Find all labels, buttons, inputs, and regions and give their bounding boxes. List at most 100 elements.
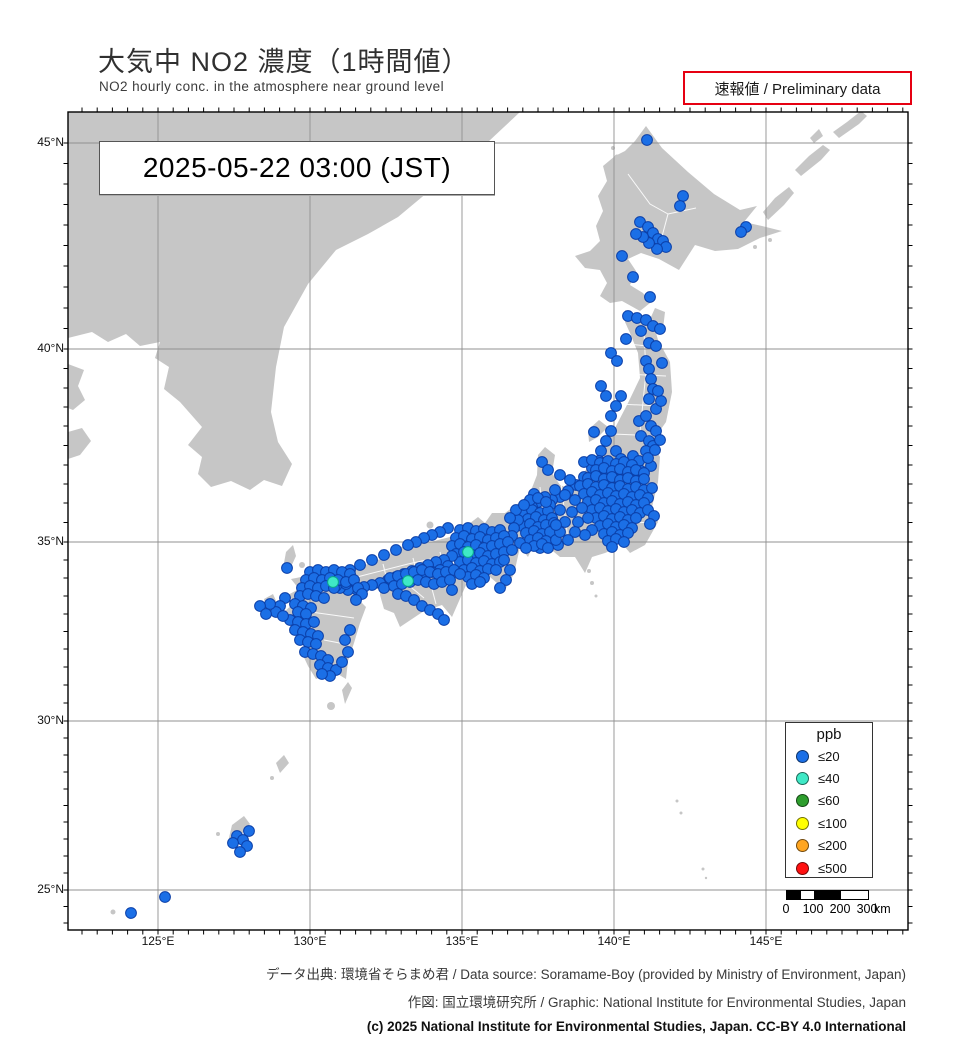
station-dot xyxy=(540,496,552,508)
station-dot xyxy=(606,541,618,553)
station-dot xyxy=(605,425,617,437)
station-dot xyxy=(635,325,647,337)
station-dot xyxy=(308,616,320,628)
scalebar-tick-label: 300 xyxy=(856,902,878,916)
station-dot xyxy=(735,226,747,238)
station-dot xyxy=(504,564,516,576)
legend-entry: ≤500 xyxy=(786,857,872,879)
station-dot xyxy=(310,638,322,650)
station-dot xyxy=(316,668,328,680)
station-dot xyxy=(595,380,607,392)
station-dot xyxy=(390,544,402,556)
station-dot xyxy=(646,482,658,494)
station-dot xyxy=(640,410,652,422)
station-dot xyxy=(651,243,663,255)
station-dot xyxy=(254,600,266,612)
station-dot xyxy=(550,519,562,531)
lat-tick-label: 35°N xyxy=(37,534,64,548)
lon-tick-label: 125°E xyxy=(141,934,175,948)
station-dot xyxy=(572,516,584,528)
scalebar-unit: km xyxy=(874,902,891,916)
station-dot xyxy=(366,554,378,566)
legend-entry: ≤20 xyxy=(786,745,872,767)
legend-swatch-icon xyxy=(796,816,809,830)
station-dot xyxy=(281,562,293,574)
station-dot xyxy=(342,646,354,658)
station-dot xyxy=(605,410,617,422)
scalebar-segment xyxy=(814,891,841,899)
station-dot xyxy=(498,554,510,566)
scalebar: 0 100 200 300 km xyxy=(783,888,906,920)
station-dot xyxy=(620,333,632,345)
legend-swatch-icon xyxy=(796,794,809,808)
legend-entry: ≤60 xyxy=(786,790,872,812)
station-dot xyxy=(627,271,639,283)
station-dot xyxy=(615,390,627,402)
station-dot xyxy=(402,539,414,551)
station-dot xyxy=(650,340,662,352)
station-dot xyxy=(643,363,655,375)
station-dot xyxy=(641,134,653,146)
legend-entry: ≤100 xyxy=(786,812,872,834)
legend-label: ≤40 xyxy=(818,771,840,787)
scalebar-segment xyxy=(800,891,814,899)
station-dot xyxy=(562,534,574,546)
footer-graphic-credit: 作図: 国立環境研究所 / Graphic: National Institut… xyxy=(407,995,906,1010)
preliminary-data-badge: 速報値 / Preliminary data xyxy=(683,71,912,105)
station-dot xyxy=(490,564,502,576)
station-dot xyxy=(500,574,512,586)
station-dot xyxy=(444,574,456,586)
station-dot xyxy=(579,529,591,541)
legend-label: ≤100 xyxy=(818,815,847,831)
legend-rows: ≤20 ≤40 ≤60 ≤100 ≤200 ≤500 xyxy=(786,745,872,879)
station-dot xyxy=(630,512,642,524)
station-dot xyxy=(611,355,623,367)
scalebar-segment xyxy=(787,891,801,899)
station-dot xyxy=(300,608,312,620)
station-dot xyxy=(605,347,617,359)
station-dot xyxy=(655,395,667,407)
legend-swatch-icon xyxy=(796,861,809,875)
scalebar-segment xyxy=(841,891,868,899)
lat-tick-label: 40°N xyxy=(37,341,64,355)
legend-swatch-icon xyxy=(796,749,809,763)
station-dot xyxy=(264,598,276,610)
station-dot xyxy=(277,610,289,622)
station-dot xyxy=(378,582,390,594)
legend-label: ≤200 xyxy=(818,838,847,854)
station-dot xyxy=(645,373,657,385)
station-dot xyxy=(576,502,588,514)
legend-title: ppb xyxy=(816,726,842,743)
station-dot xyxy=(643,393,655,405)
page-subtitle: NO2 hourly conc. in the atmosphere near … xyxy=(99,79,444,94)
station-dot xyxy=(227,837,239,849)
station-dot xyxy=(582,512,594,524)
station-dot xyxy=(638,473,650,485)
station-dot xyxy=(630,228,642,240)
station-dot xyxy=(600,435,612,447)
station-dot xyxy=(318,592,330,604)
station-dot xyxy=(454,568,466,580)
station-dot xyxy=(595,445,607,457)
scalebar-tick-label: 100 xyxy=(802,902,824,916)
station-dot xyxy=(260,608,272,620)
station-dot xyxy=(234,846,246,858)
legend-label: ≤500 xyxy=(818,860,847,876)
station-dot xyxy=(327,576,339,588)
station-dot xyxy=(549,484,561,496)
scalebar-bar xyxy=(786,890,869,900)
station-dot xyxy=(674,200,686,212)
station-dot xyxy=(520,542,532,554)
station-dot xyxy=(504,512,516,524)
station-dot xyxy=(569,526,581,538)
station-dot xyxy=(125,907,137,919)
timestamp-box: 2025-05-22 03:00 (JST) xyxy=(99,141,495,195)
legend-entry: ≤40 xyxy=(786,767,872,789)
station-dot xyxy=(336,656,348,668)
legend-label: ≤20 xyxy=(818,748,840,764)
footer-copyright: (c) 2025 National Institute for Environm… xyxy=(366,1019,906,1034)
station-dot xyxy=(542,542,554,554)
station-dot xyxy=(554,504,566,516)
station-dot xyxy=(564,474,576,486)
